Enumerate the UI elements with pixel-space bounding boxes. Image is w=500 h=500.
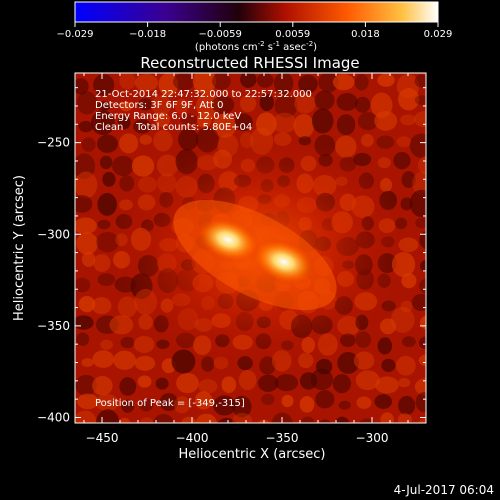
y-axis-title: Heliocentric Y (arcsec): [12, 175, 27, 321]
colorbar-tick-label: 0.0059: [275, 29, 310, 40]
x-tick-label: −350: [266, 431, 299, 445]
y-tick-label: −300: [37, 227, 70, 241]
colorbar: −0.029 −0.018 −0.0059 0.0059 0.018 0.029 (pho…: [56, 1, 453, 53]
colorbar-tick-label: −0.0059: [199, 29, 242, 40]
annotation-energy: Energy Range: 6.0 - 12.0 keV: [95, 111, 241, 122]
y-tick-label: −400: [37, 411, 70, 425]
annotation-counts: Clean Total counts: 5.80E+04: [95, 122, 252, 133]
colorbar-tick-label: −0.029: [56, 29, 93, 40]
annotation-time: 21-Oct-2014 22:47:32.000 to 22:57:32.000: [95, 89, 312, 100]
colorbar-tick-label: −0.018: [129, 29, 166, 40]
x-axis-title: Heliocentric X (arcsec): [179, 447, 326, 462]
annotation-detectors: Detectors: 3F 6F 9F, Att 0: [95, 100, 223, 111]
emission-source: [250, 238, 317, 286]
plot-frame: [74, 72, 427, 424]
x-tick-label: −400: [176, 431, 209, 445]
y-tick-label: −350: [37, 319, 70, 333]
colorbar-tick-label: 0.018: [351, 29, 380, 40]
footer-date: 4-Jul-2017 06:04: [394, 483, 494, 497]
annotations: 21-Oct-2014 22:47:32.000 to 22:57:32.000…: [95, 89, 312, 409]
chart-title: Reconstructed RHESSI Image: [140, 54, 359, 72]
x-tick-label: −450: [86, 431, 119, 445]
x-tick-label: −300: [356, 431, 389, 445]
y-tick-label: −250: [37, 136, 70, 150]
annotation-peak: Position of Peak = [-349,-315]: [95, 398, 245, 409]
colorbar-gradient: [74, 1, 439, 23]
colorbar-tick-label: 0.029: [424, 29, 453, 40]
emission-source: [195, 216, 261, 264]
colorbar-units: (photons cm-2 s-1 asec-2): [195, 40, 317, 53]
heatmap-image: [75, 73, 426, 423]
